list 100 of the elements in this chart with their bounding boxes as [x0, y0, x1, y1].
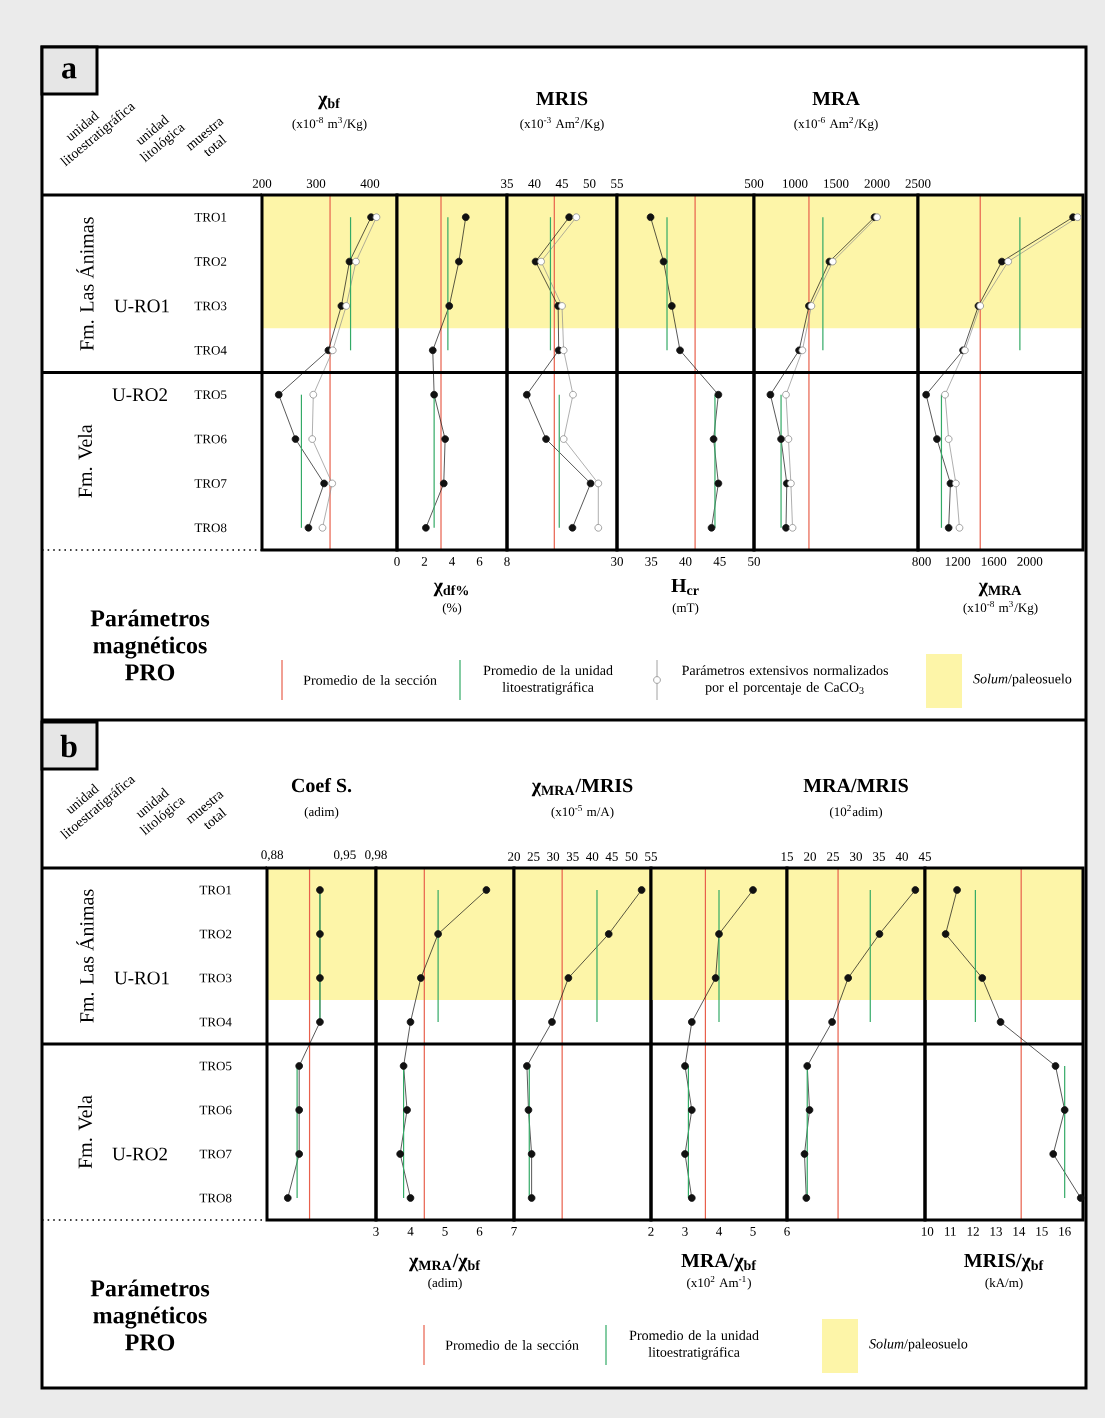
chart-title: χ$_{MRA}$/MRIS [531, 778, 633, 797]
text: Parámetros extensivos normalizados por el porcentaje de CaCO$_{3}$ [682, 665, 888, 695]
x-tick-label: 14 [1013, 1227, 1026, 1236]
x-tick-label: 6 [476, 557, 483, 566]
text: Solum/paleosuelo [869, 1338, 968, 1352]
x-tick-label: 0,95 [333, 850, 356, 861]
x-tick-label: 1200 [945, 557, 971, 566]
x-tick-label: 30 [611, 557, 623, 566]
x-tick-label: 1500 [824, 179, 849, 188]
x-tick-label: 11 [945, 1227, 956, 1236]
x-tick-label: 45 [605, 852, 618, 861]
x-axis-title: (x10$^{-8}$ m$^{3}$/Kg) [963, 600, 1038, 615]
x-tick-label: 2000 [864, 179, 890, 188]
text: Fm. Vela [77, 1095, 93, 1169]
x-tick-label: 30 [850, 852, 862, 861]
x-axis-title: (x10$^{-6}$ Am$^{2}$/Kg) [794, 116, 878, 131]
y-tick-label: TRO3 [194, 301, 227, 311]
x-tick-label: 50 [625, 852, 638, 861]
x-tick-label: 300 [306, 179, 326, 188]
x-tick-label: 2500 [905, 179, 931, 188]
y-tick-label: TRO2 [199, 929, 232, 939]
x-tick-label: 35 [645, 557, 658, 566]
x-tick-label: 30 [547, 852, 560, 861]
x-tick-label: 40 [528, 179, 541, 188]
x-axis-title: (mT) [672, 602, 699, 615]
x-tick-label: 3 [373, 1227, 379, 1236]
x-tick-label: 7 [511, 1227, 517, 1236]
x-tick-label: 2 [648, 1227, 654, 1236]
x-tick-label: 1600 [981, 557, 1007, 566]
text: MRA/χ$_{bf}$ [681, 1253, 757, 1272]
x-tick-label: 0,98 [365, 850, 387, 861]
x-tick-label: 2 [421, 557, 428, 566]
text: a [62, 63, 77, 79]
x-tick-label: 4 [407, 1227, 414, 1236]
text: Promedio de la unidad litoestratigráfica [483, 665, 613, 695]
text: U-RO2 [112, 388, 167, 402]
text: Fm. Las Ánimas [76, 217, 94, 351]
y-tick-label: TRO1 [194, 212, 227, 222]
x-tick-label: 40 [679, 557, 692, 566]
x-axis-title: (kA/m) [985, 1277, 1023, 1290]
y-tick-label: TRO7 [194, 479, 227, 488]
x-tick-label: 35 [501, 179, 513, 188]
y-tick-label: TRO7 [199, 1149, 232, 1159]
text: Fm. Vela [77, 424, 93, 498]
x-tick-label: 35 [873, 852, 885, 861]
text: χ$_{MRA}$/χ$_{bf}$ [408, 1253, 481, 1272]
text: Promedio de la unidad litoestratigráfica [629, 1330, 759, 1360]
x-tick-label: 1000 [783, 179, 808, 188]
text: U-RO1 [114, 971, 169, 985]
x-tick-label: 20 [508, 852, 520, 861]
x-tick-label: 4 [449, 557, 456, 566]
text: Parámetros magnéticos PRO [90, 1279, 210, 1351]
x-tick-label: 6 [784, 1227, 790, 1236]
x-tick-label: 10 [921, 1227, 934, 1236]
x-axis-title: (x10$^{-5}$ m/A) [551, 805, 614, 819]
x-tick-label: 45 [713, 557, 726, 566]
x-axis-title: (adim) [428, 1277, 462, 1290]
x-tick-label: 40 [895, 852, 908, 861]
x-axis-title: (%) [442, 602, 462, 615]
text: U-RO2 [112, 1147, 167, 1161]
x-tick-label: 50 [583, 179, 596, 188]
x-tick-label: 15 [1036, 1227, 1048, 1236]
x-tick-label: 500 [745, 179, 764, 188]
text: b [60, 734, 77, 758]
x-tick-label: 200 [252, 179, 272, 188]
x-tick-label: 16 [1059, 1227, 1071, 1236]
x-tick-label: 5 [442, 1227, 448, 1236]
x-axis-title: (x10$^{-3}$ Am$^{2}$/Kg) [520, 116, 604, 131]
y-tick-label: TRO5 [199, 1061, 232, 1071]
x-tick-label: 25 [527, 852, 540, 861]
x-tick-label: 6 [476, 1227, 483, 1236]
y-tick-label: TRO4 [199, 1017, 232, 1027]
x-tick-label: 15 [781, 852, 793, 861]
text: Parámetros magnéticos PRO [90, 609, 210, 681]
text: H$_{cr}$ [671, 578, 699, 596]
y-tick-label: TRO1 [199, 885, 232, 895]
x-tick-label: 3 [682, 1227, 688, 1236]
x-axis-title: (x10$^{-8}$ m$^{3}$/Kg) [292, 116, 367, 131]
text: U-RO1 [114, 299, 169, 313]
text: Promedio de la sección [303, 675, 437, 685]
x-tick-label: 4 [716, 1227, 723, 1236]
chart-title: MRA [812, 91, 860, 106]
x-axis-title: (adim) [304, 807, 339, 819]
y-tick-label: TRO3 [199, 973, 232, 983]
y-tick-label: TRO2 [194, 257, 227, 266]
chart-title: MRA/MRIS [803, 778, 908, 793]
chart-title: Coef S. [291, 777, 352, 793]
x-tick-label: 12 [967, 1227, 979, 1236]
text: MRIS/χ$_{bf}$ [964, 1253, 1044, 1272]
x-tick-label: 0 [394, 557, 400, 566]
x-tick-label: 55 [611, 179, 623, 188]
text: Solum/paleosuelo [973, 673, 1072, 687]
y-tick-label: TRO6 [199, 1105, 232, 1115]
y-tick-label: TRO6 [194, 434, 227, 444]
x-tick-label: 40 [586, 852, 599, 861]
x-tick-label: 13 [990, 1227, 1002, 1236]
x-tick-label: 45 [918, 852, 931, 861]
y-tick-label: TRO8 [199, 1193, 232, 1203]
text: Promedio de la sección [445, 1340, 579, 1350]
x-axis-title: (10$^{2}$adim) [829, 804, 883, 819]
